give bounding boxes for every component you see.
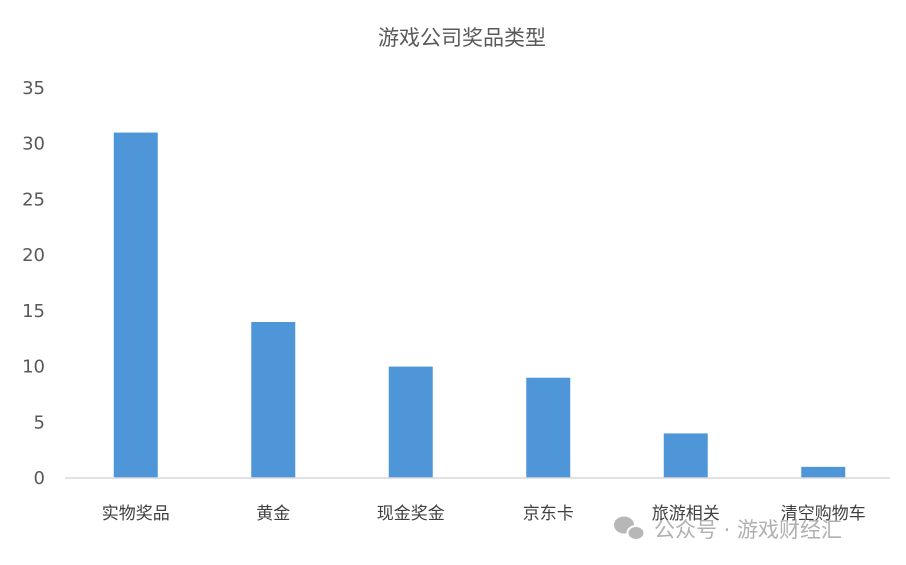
y-tick-label: 0 [34,468,45,489]
y-tick-label: 10 [22,357,45,378]
bar [526,377,571,478]
bar [251,322,296,478]
watermark-text: 公众号 · 游戏财经汇 [654,518,842,542]
x-category-label: 实物奖品 [102,504,170,524]
x-category-label: 清空购物车 [781,504,866,524]
bar [388,366,433,478]
bar [663,433,708,478]
y-tick-label: 25 [22,189,45,210]
y-tick-label: 35 [22,78,45,99]
y-tick-label: 15 [22,301,45,322]
y-tick-label: 30 [22,134,45,155]
wechat-icon [614,516,646,541]
y-tick-label: 5 [34,412,45,433]
watermark: 公众号 · 游戏财经汇 [614,516,842,542]
bar [801,466,846,478]
x-category-label: 现金奖金 [377,504,445,524]
y-tick-label: 20 [22,245,45,266]
x-category-label: 京东卡 [523,504,574,524]
chart-title: 游戏公司奖品类型 [378,26,546,50]
bar [113,132,158,479]
x-category-label: 旅游相关 [652,504,720,524]
x-category-label: 黄金 [256,504,290,524]
